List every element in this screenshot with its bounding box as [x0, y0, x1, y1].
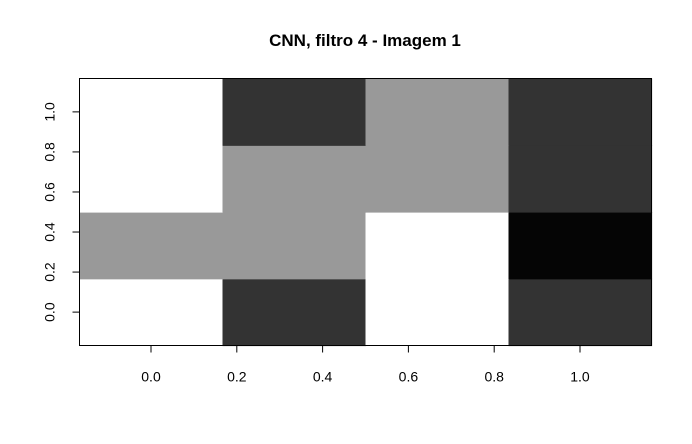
y-tick-label: 0.6	[42, 182, 58, 202]
heatmap-cell	[222, 78, 367, 146]
heatmap-cell	[222, 145, 367, 213]
heatmap-cell	[508, 145, 653, 213]
x-tick-label: 0.4	[313, 369, 333, 385]
chart-title: CNN, filtro 4 - Imagem 1	[269, 31, 461, 50]
heatmap-cell	[508, 212, 653, 280]
y-tick-label: 0.4	[42, 222, 58, 242]
y-tick-label: 0.2	[42, 262, 58, 282]
y-axis: 0.0 0.2 0.4 0.6 0.8 1.0	[42, 102, 80, 322]
x-tick-label: 0.2	[227, 369, 247, 385]
heatmap-cell	[79, 145, 224, 213]
heatmap-cell	[222, 212, 367, 280]
heatmap-cell	[508, 78, 653, 146]
heatmap-cell	[365, 212, 510, 280]
heatmap-cell	[508, 278, 653, 347]
heatmap-cell	[365, 278, 510, 347]
x-tick-label: 1.0	[570, 369, 590, 385]
heatmap-cell	[79, 278, 224, 347]
heatmap-cell	[365, 78, 510, 146]
y-tick-label: 0.8	[42, 142, 58, 162]
y-tick-label: 0.0	[42, 302, 58, 322]
x-tick-label: 0.6	[399, 369, 419, 385]
x-tick-label: 0.8	[484, 369, 504, 385]
y-tick-label: 1.0	[42, 102, 58, 122]
heatmap-cell	[222, 278, 367, 347]
x-axis: 0.0 0.2 0.4 0.6 0.8 1.0	[141, 345, 590, 385]
heatmap-cell	[365, 145, 510, 213]
x-tick-label: 0.0	[141, 369, 161, 385]
heatmap-cells	[79, 78, 653, 347]
heatmap-cell	[79, 212, 224, 280]
heatmap-cell	[79, 78, 224, 146]
